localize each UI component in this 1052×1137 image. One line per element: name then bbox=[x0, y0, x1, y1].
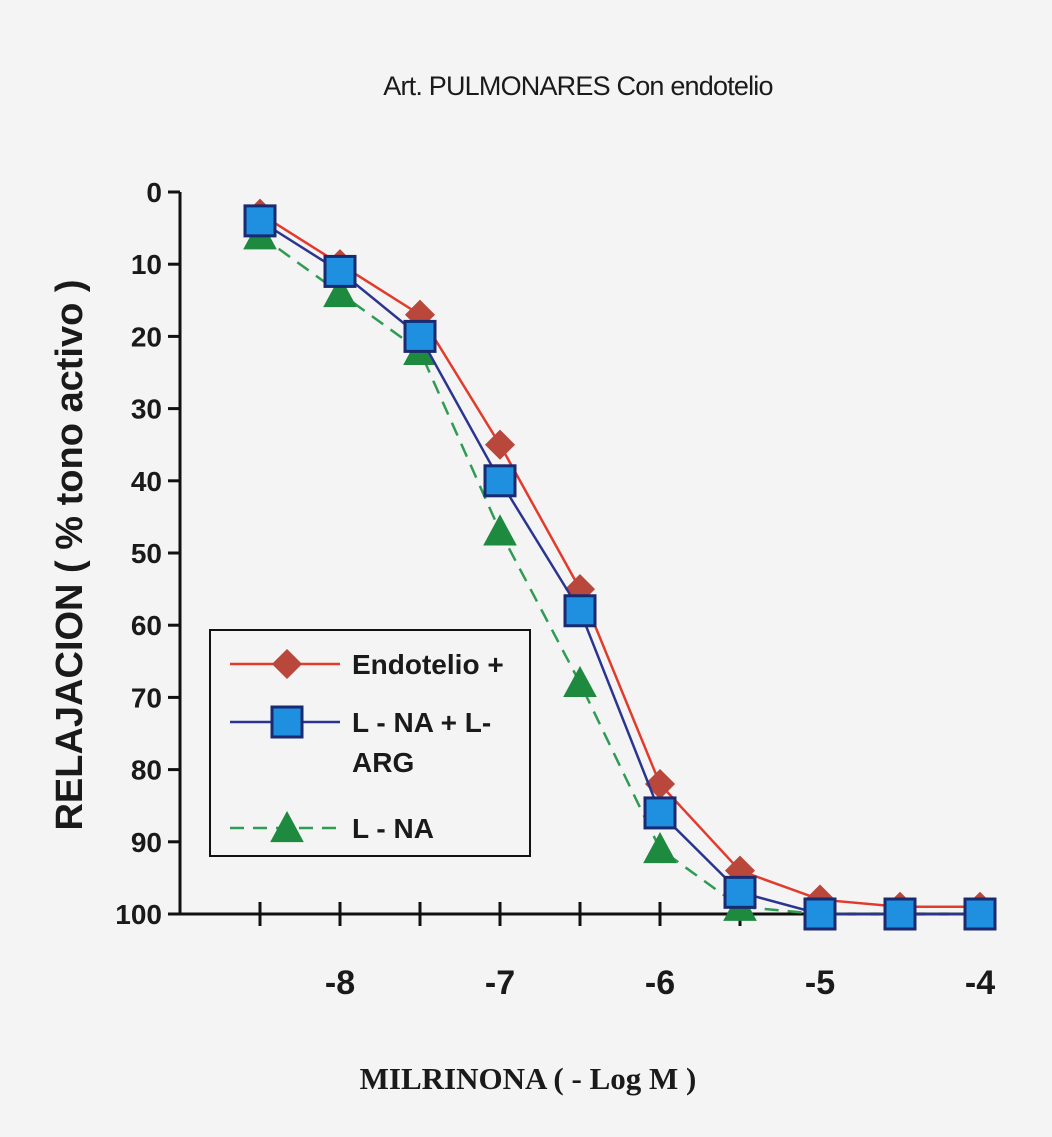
data-point bbox=[323, 254, 357, 288]
data-point bbox=[643, 831, 677, 864]
x-axis-label: MILRINONA ( - Log M ) bbox=[360, 1061, 697, 1096]
y-tick-label: 80 bbox=[131, 755, 162, 786]
y-tick-label: 30 bbox=[131, 394, 162, 425]
data-point bbox=[403, 319, 437, 353]
y-tick-label: 70 bbox=[131, 682, 162, 713]
data-point bbox=[803, 897, 837, 931]
data-point bbox=[563, 594, 597, 628]
legend-marker bbox=[270, 810, 304, 843]
y-axis-label: RELAJACION ( % tono activo ) bbox=[49, 279, 91, 830]
legend-item: L - NA + L-ARG bbox=[230, 705, 491, 778]
legend-marker bbox=[270, 705, 304, 739]
x-tick-label: -5 bbox=[805, 964, 835, 1002]
data-point bbox=[563, 665, 597, 698]
series-line bbox=[259, 219, 980, 916]
y-tick-label: 0 bbox=[146, 177, 162, 208]
x-tick-label: -6 bbox=[645, 964, 675, 1002]
y-tick-label: 100 bbox=[115, 899, 162, 930]
data-point bbox=[323, 276, 357, 308]
y-tick-label: 20 bbox=[131, 321, 162, 352]
legend-label: L - NA bbox=[352, 813, 434, 844]
y-tick-label: 60 bbox=[131, 610, 162, 641]
y-tick-label: 50 bbox=[131, 538, 162, 569]
x-tick-label: -8 bbox=[325, 964, 355, 1002]
data-point bbox=[243, 204, 277, 238]
x-tick-label: -7 bbox=[485, 964, 515, 1002]
data-point bbox=[883, 897, 917, 931]
legend-marker bbox=[271, 648, 303, 680]
data-point bbox=[963, 897, 997, 931]
legend-item: Endotelio + bbox=[230, 648, 504, 680]
legend-item: L - NA bbox=[230, 810, 434, 844]
data-point bbox=[483, 464, 517, 498]
series-square bbox=[243, 204, 997, 931]
y-tick-label: 40 bbox=[131, 466, 162, 497]
series-line bbox=[259, 212, 980, 909]
data-point bbox=[484, 429, 516, 460]
axes: 0 10 20 30 40 50 60 70 80 90 100 -8 -7 -6 -5 -4 bbox=[115, 177, 995, 1002]
plot-area bbox=[243, 198, 997, 931]
x-tick-label: -4 bbox=[965, 964, 995, 1002]
chart-title: Art. PULMONARES Con endotelio bbox=[383, 71, 772, 101]
legend-box bbox=[209, 629, 531, 857]
y-tick-label: 90 bbox=[131, 827, 162, 858]
legend-label: Endotelio + bbox=[352, 649, 504, 680]
data-point bbox=[483, 514, 517, 546]
y-tick-label: 10 bbox=[131, 249, 162, 280]
data-point bbox=[723, 875, 757, 909]
data-point bbox=[643, 796, 677, 830]
legend: Endotelio + L - NA + L-ARG L - NA bbox=[209, 629, 531, 857]
legend-label: L - NA + L-ARG bbox=[352, 707, 491, 778]
